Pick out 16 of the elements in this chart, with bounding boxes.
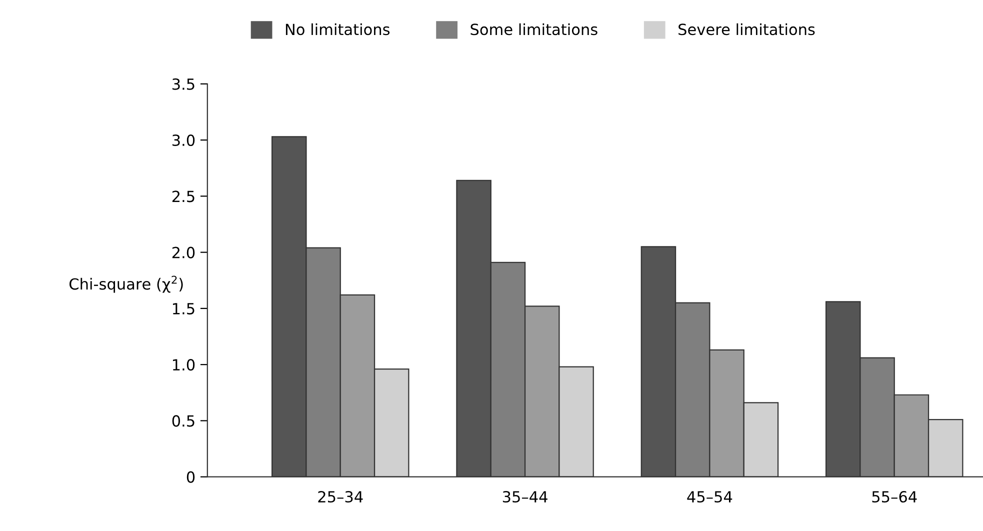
y-tick-label: 3.5 (172, 78, 194, 90)
y-tick-label: 1.0 (172, 359, 195, 371)
x-tick-label: 55–64 (872, 490, 917, 503)
y-tick-label: 2.0 (172, 246, 195, 258)
y-axis-title: Chi-square (χ$^{2}$) (70, 276, 183, 293)
legend-label: Severe limitations (678, 23, 815, 36)
y-tick-label: 0 (186, 471, 195, 483)
y-tick-label: 3.0 (172, 134, 195, 146)
y-tick-label: 0.5 (172, 415, 194, 427)
y-tick-label: 1.5 (172, 303, 194, 314)
legend-label: Some limitations (470, 23, 598, 36)
x-tick-label: 45–54 (687, 491, 732, 503)
y-tick-label: 2.5 (172, 190, 194, 202)
x-tick-label: 25–34 (318, 490, 363, 503)
x-tick-label: 35–44 (502, 490, 548, 503)
legend-label: No limitations (286, 23, 390, 36)
